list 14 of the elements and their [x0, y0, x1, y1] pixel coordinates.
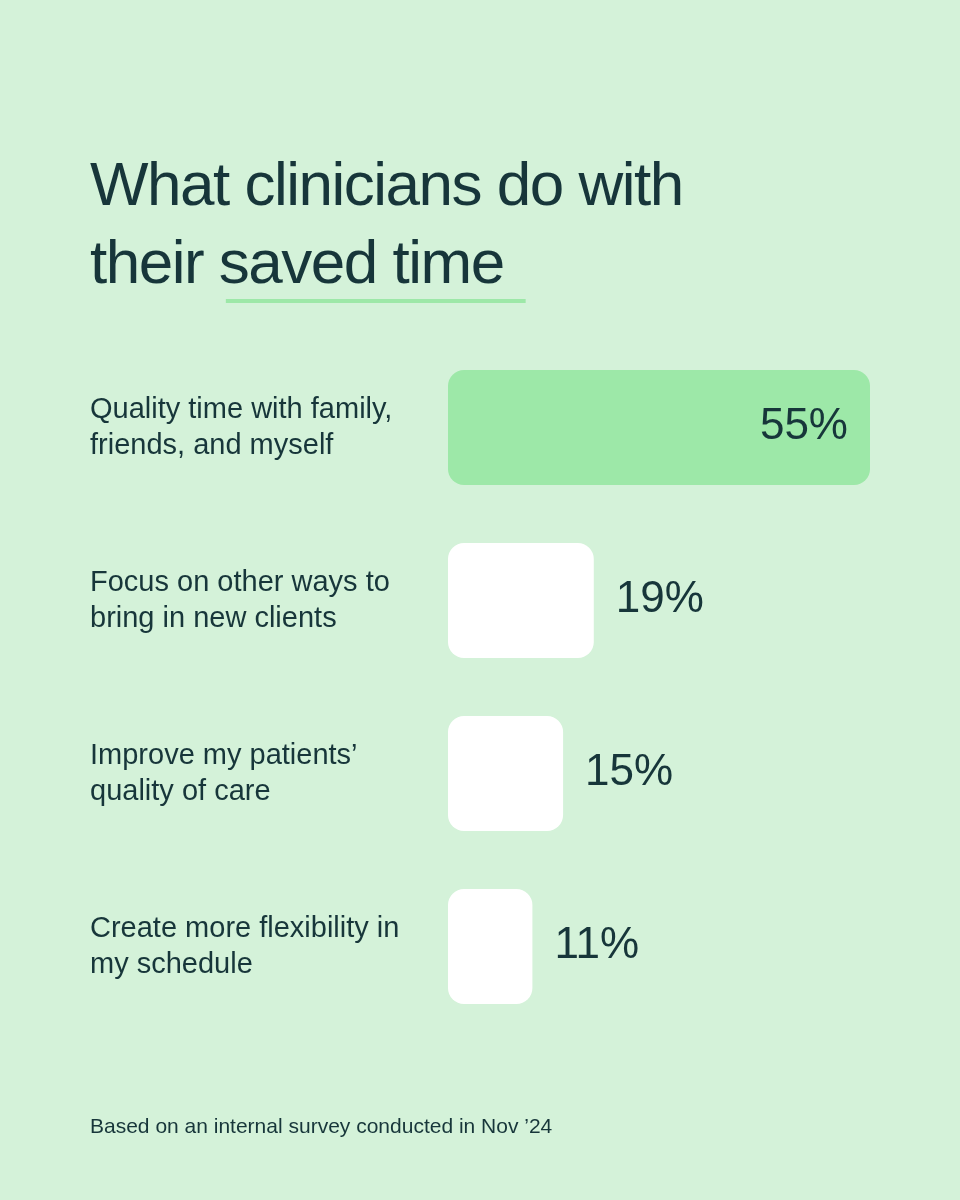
y-tick-label: Focus on other ways to bring in new clients — [90, 564, 390, 633]
data-label: 55% — [759, 399, 848, 449]
y-tick-label: Create more flexibility in my schedule — [90, 910, 400, 979]
data-label: 11% — [554, 918, 640, 968]
bar — [448, 889, 533, 1004]
y-tick-label: Improve my patients’ quality of care — [90, 737, 358, 806]
y-tick-label: Quality time with family, friends, and myself — [90, 391, 393, 460]
data-label: 15% — [585, 745, 674, 795]
bar — [448, 543, 594, 658]
data-label: 19% — [615, 572, 704, 622]
bar — [448, 716, 564, 831]
text: Based on an internal survey conducted in Nov ’24 — [90, 1114, 553, 1137]
chart-title: What clinicians do with their saved time — [90, 149, 683, 296]
bar — [448, 370, 870, 485]
